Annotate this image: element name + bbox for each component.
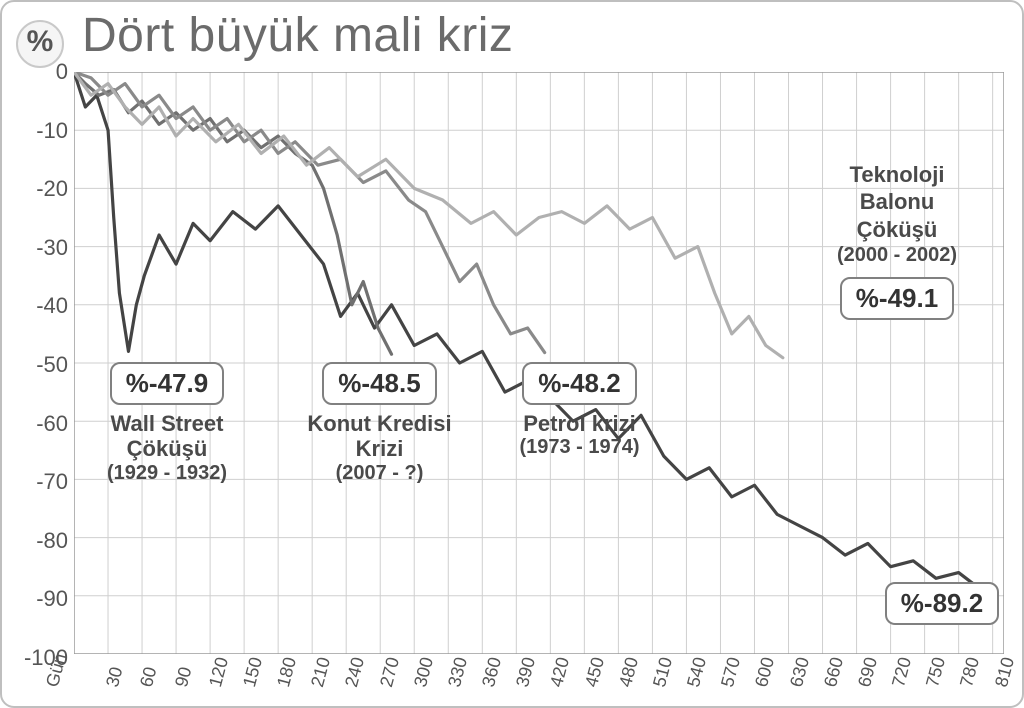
series-line-petrol (74, 72, 545, 353)
y-tick-label: -20 (8, 176, 68, 202)
x-tick-label: 480 (615, 655, 643, 689)
x-tick-label: 150 (239, 655, 267, 689)
callout-wall-street: %-47.9 Wall Street Çöküşü (1929 - 1932) (72, 362, 262, 485)
callout-name-line: Teknoloji (797, 162, 997, 187)
chart-title: Dört büyük mali kriz (82, 8, 513, 63)
callout-petrol: %-48.2 Petrol krizi (1973 - 1974) (482, 362, 677, 459)
x-tick-label: 810 (991, 655, 1019, 689)
x-tick-label: 750 (922, 655, 950, 689)
y-tick-label: -70 (8, 469, 68, 495)
callout-value: %-49.1 (840, 277, 954, 320)
callout-years: (1929 - 1932) (72, 462, 262, 485)
y-tick-label: -40 (8, 293, 68, 319)
x-tick-label: 540 (683, 655, 711, 689)
y-tick-label: -60 (8, 411, 68, 437)
callout-teknoloji: Teknoloji Balonu Çöküşü (2000 - 2002) %-… (797, 162, 997, 326)
callout-name-line: Konut Kredisi (277, 411, 482, 436)
x-tick-label: 570 (717, 655, 745, 689)
x-tick-label: 300 (410, 655, 438, 689)
callout-value: %-48.2 (522, 362, 636, 405)
series-line-wall_street (74, 72, 993, 591)
callout-name-line: Çöküşü (797, 217, 997, 242)
y-tick-label: -80 (8, 528, 68, 554)
x-tick-label: 60 (136, 665, 161, 690)
x-tick-label: 660 (820, 655, 848, 689)
callout-years: (1973 - 1974) (482, 436, 677, 459)
callout-years: (2007 - ?) (277, 462, 482, 485)
x-tick-label: 120 (205, 655, 233, 689)
x-tick-label: 450 (581, 655, 609, 689)
callout-konut-kredisi: %-48.5 Konut Kredisi Krizi (2007 - ?) (277, 362, 482, 485)
x-tick-label: 360 (478, 655, 506, 689)
x-tick-label: 510 (649, 655, 677, 689)
callout-final-wall-street: %-89.2 (872, 582, 1012, 631)
x-tick-label: 720 (888, 655, 916, 689)
x-tick-label: 330 (444, 655, 472, 689)
y-tick-label: -30 (8, 235, 68, 261)
x-tick-label: 180 (273, 655, 301, 689)
callout-value: %-89.2 (885, 582, 999, 625)
x-tick-label: 210 (307, 655, 335, 689)
y-tick-label: -50 (8, 352, 68, 378)
series-lines (74, 72, 993, 591)
callout-name-line: Wall Street (72, 411, 262, 436)
x-tick-label: 600 (751, 655, 779, 689)
callout-name-line: Çöküşü (72, 436, 262, 461)
x-tick-label: 780 (956, 655, 984, 689)
x-tick-label: 90 (171, 665, 196, 690)
callout-years: (2000 - 2002) (797, 244, 997, 267)
x-tick-label: 240 (341, 655, 369, 689)
y-tick-label: -10 (8, 118, 68, 144)
callout-value: %-48.5 (322, 362, 436, 405)
callout-name-line: Krizi (277, 436, 482, 461)
x-tick-label: 690 (854, 655, 882, 689)
callout-name-line: Petrol krizi (482, 411, 677, 436)
x-tick-label: 30 (102, 665, 127, 690)
x-tick-label: 630 (786, 655, 814, 689)
chart-panel: % Dört büyük mali kriz 0 -10 -20 -30 -40 -50 -… (0, 0, 1024, 708)
x-tick-label: 390 (512, 655, 540, 689)
x-tick-label: 270 (376, 655, 404, 689)
x-tick-label: 420 (546, 655, 574, 689)
y-tick-label: -90 (8, 586, 68, 612)
callout-name-line: Balonu (797, 189, 997, 214)
title-row: % Dört büyük mali kriz (16, 8, 1008, 68)
callout-value: %-47.9 (110, 362, 224, 405)
y-tick-label: 0 (8, 59, 68, 85)
